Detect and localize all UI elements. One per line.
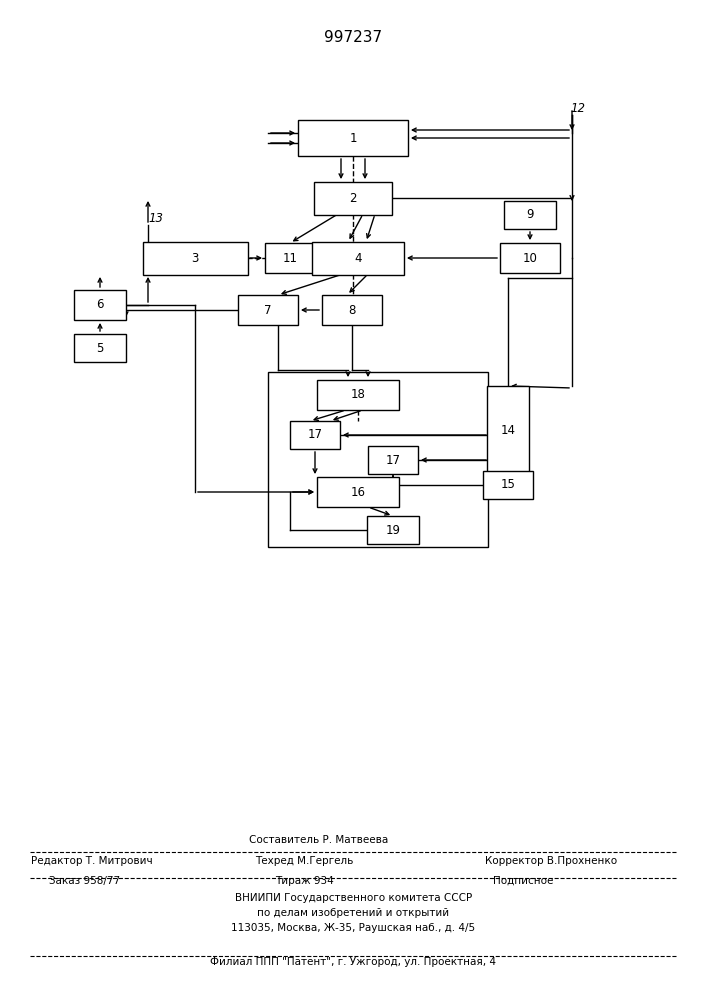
Bar [317,477,399,507]
Text: 11: 11 [283,251,298,264]
Bar [74,334,126,362]
Bar [483,471,533,499]
Bar [265,243,315,273]
Bar [504,201,556,229]
Bar [290,421,340,449]
Text: по делам изобретений и открытий: по делам изобретений и открытий [257,908,450,918]
Bar [500,243,560,273]
Bar [317,380,399,410]
Text: 19: 19 [385,524,400,536]
Bar [368,446,418,474]
Text: 14: 14 [501,424,515,436]
Text: 3: 3 [192,251,199,264]
Text: Составитель Р. Матвеева: Составитель Р. Матвеева [249,835,387,845]
Text: 1: 1 [349,131,357,144]
Text: ВНИИПИ Государственного комитета СССР: ВНИИПИ Государственного комитета СССР [235,893,472,903]
Bar [322,295,382,325]
Text: Редактор Т. Митрович: Редактор Т. Митрович [31,856,153,866]
Text: 18: 18 [351,388,366,401]
Bar [367,516,419,544]
Text: Филиал ППП "Патент", г. Ужгород, ул. Проектная, 4: Филиал ППП "Патент", г. Ужгород, ул. Про… [211,957,496,967]
Bar [74,290,126,320]
Text: 5: 5 [96,342,104,355]
Text: Корректор В.Прохненко: Корректор В.Прохненко [486,856,617,866]
Text: 15: 15 [501,479,515,491]
Text: 10: 10 [522,251,537,264]
Text: 17: 17 [308,428,322,442]
Bar [238,295,298,325]
Text: Техред М.Гергель: Техред М.Гергель [255,856,354,866]
Bar [312,241,404,274]
Bar [298,120,408,156]
Text: Тираж 934: Тираж 934 [274,876,334,886]
Text: 8: 8 [349,304,356,316]
Text: 16: 16 [351,486,366,498]
Text: 12: 12 [570,102,585,114]
Text: 2: 2 [349,192,357,205]
Text: 17: 17 [385,454,400,466]
Text: 7: 7 [264,304,271,316]
Bar [314,182,392,215]
Text: 4: 4 [354,251,362,264]
Text: 113035, Москва, Ж-35, Раушская наб., д. 4/5: 113035, Москва, Ж-35, Раушская наб., д. … [231,923,476,933]
Text: Заказ 958/77: Заказ 958/77 [49,876,120,886]
Text: 9: 9 [526,209,534,222]
Text: 13: 13 [148,212,163,225]
Bar [143,241,247,274]
Text: Подписное: Подписное [493,876,554,886]
Text: 997237: 997237 [324,30,382,45]
Bar [268,372,488,547]
Text: 6: 6 [96,298,104,312]
Bar [487,386,529,474]
